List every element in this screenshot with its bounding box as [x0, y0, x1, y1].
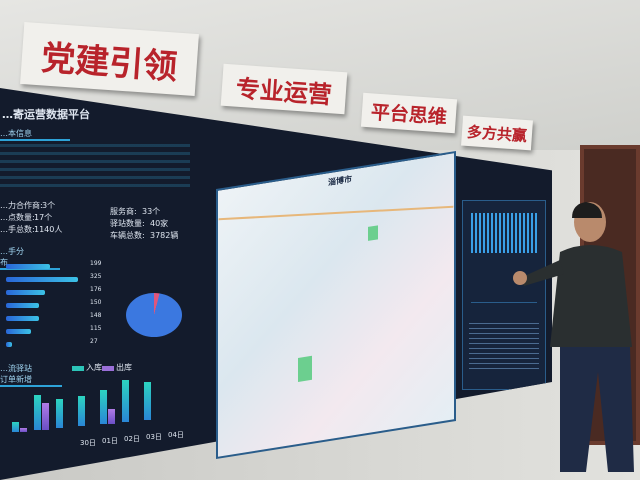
- stat-label: 车辆总数:: [110, 231, 145, 240]
- stat-label: 服务商:: [110, 207, 137, 216]
- inbound-bar: [78, 396, 85, 426]
- wall-sign: 党建引领: [20, 21, 199, 97]
- x-label: 01日: [102, 437, 118, 445]
- bar-chart-mini: [471, 213, 537, 253]
- inbound-bar: [12, 422, 19, 432]
- stat-value: 33个: [142, 207, 161, 216]
- map-panel: 淄博市: [216, 150, 456, 460]
- wall-sign: 平台思维: [360, 92, 458, 134]
- distribution-value: 199: [90, 260, 102, 267]
- map-title: 淄博市: [328, 174, 352, 188]
- distribution-value: 148: [90, 312, 102, 319]
- stat-label: …手总数:: [0, 225, 35, 234]
- line-chart-mini: [471, 273, 537, 303]
- outbound-bar: [108, 409, 115, 424]
- inbound-bar: [34, 395, 41, 430]
- inbound-bar: [122, 380, 129, 422]
- stat-value: 17个: [34, 213, 53, 222]
- legend-in-label: 入库: [86, 363, 102, 372]
- outbound-bar: [20, 428, 27, 432]
- distribution-bar: [6, 342, 12, 347]
- distribution-bar: [6, 277, 78, 282]
- stat-value: 3782辆: [150, 231, 179, 240]
- outbound-bar: [42, 402, 49, 430]
- distribution-bar: [6, 290, 45, 295]
- distribution-bar: [6, 303, 40, 308]
- distribution-value: 27: [90, 338, 98, 345]
- x-label: 02日: [124, 435, 140, 443]
- wall-sign: 专业运营: [220, 63, 348, 115]
- orders-heading: …流驿站订单新增: [0, 363, 62, 387]
- road: [218, 205, 454, 221]
- legend-out-label: 出库: [116, 363, 132, 372]
- dashboard-title: …寄运营数据平台: [2, 108, 90, 121]
- distribution-heading: …手分布: [0, 246, 60, 270]
- legend-out: [102, 366, 114, 371]
- pie-chart: [126, 293, 182, 337]
- x-label: 03日: [146, 433, 162, 441]
- x-label: 30日: [80, 439, 96, 447]
- distribution-value: 115: [90, 325, 102, 332]
- inbound-bar: [144, 382, 151, 420]
- table-mini: [469, 323, 539, 373]
- stat-value: 1140人: [34, 225, 63, 234]
- distribution-value: 150: [90, 299, 102, 306]
- green-area: [368, 225, 378, 241]
- right-panel: [462, 200, 546, 390]
- stat-value: 3个: [42, 201, 56, 210]
- distribution-value: 176: [90, 286, 102, 293]
- green-area: [298, 355, 312, 383]
- x-label: 04日: [168, 431, 184, 439]
- wall-sign: 多方共赢: [461, 115, 533, 151]
- basic-info-heading: …本信息: [0, 128, 70, 141]
- stat-label: …力合作商:: [0, 201, 43, 210]
- inbound-bar: [56, 399, 63, 428]
- distribution-value: 325: [90, 273, 102, 280]
- inbound-bar: [100, 390, 107, 424]
- legend-in: [72, 366, 84, 371]
- stat-value: 40家: [150, 219, 169, 228]
- info-paragraph: [0, 144, 190, 190]
- stat-label: 驿站数量:: [110, 219, 145, 228]
- distribution-bar: [6, 264, 51, 269]
- stat-label: …点数量:: [0, 213, 35, 222]
- distribution-bar: [6, 329, 32, 334]
- presenter-person: [513, 202, 634, 472]
- distribution-bar: [6, 316, 39, 321]
